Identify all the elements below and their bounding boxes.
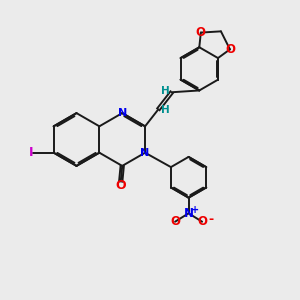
Text: O: O [225, 43, 235, 56]
Text: H: H [161, 86, 170, 96]
Text: -: - [208, 213, 213, 226]
Text: O: O [116, 178, 126, 192]
Text: N: N [140, 148, 150, 158]
Text: H: H [160, 105, 169, 115]
Text: O: O [170, 215, 180, 228]
Text: N: N [184, 207, 194, 220]
Text: N: N [118, 108, 127, 118]
Text: O: O [197, 215, 207, 228]
Text: I: I [28, 146, 33, 159]
Text: O: O [196, 26, 206, 39]
Text: +: + [191, 205, 199, 215]
